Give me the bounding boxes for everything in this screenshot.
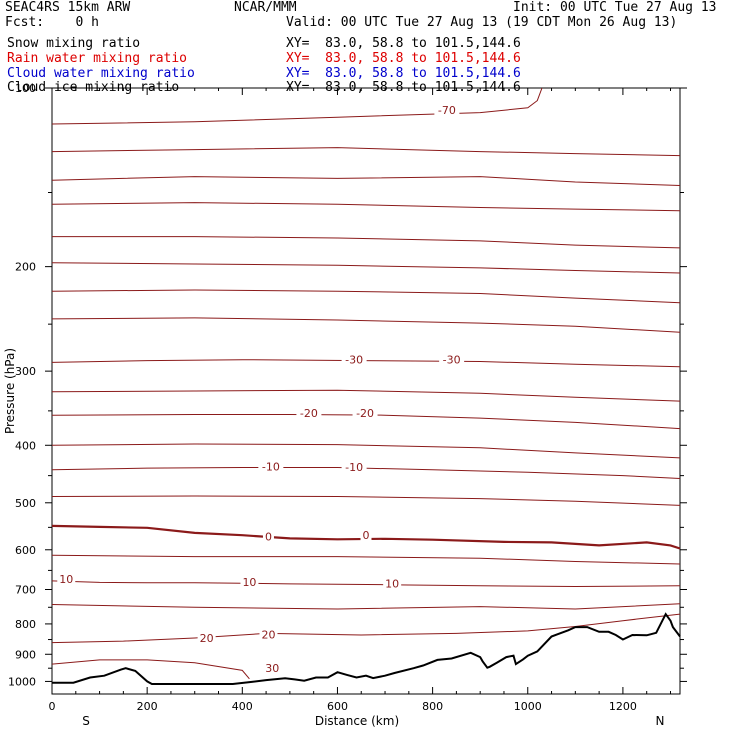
isotherm-line [52,603,680,610]
isotherm-line [52,202,680,212]
isotherm-label-bg [352,406,378,420]
isotherm-label: -20 [300,407,318,420]
isotherm-label-bg [434,103,460,117]
isotherm-label-bg [341,459,367,473]
isotherm-label-bg [341,352,367,366]
y-tick-label: 600 [15,544,36,557]
isotherm-label-bg [262,529,274,543]
isotherm-line [52,580,680,588]
x-tick-label: 800 [422,700,443,713]
isotherm-layer: -70 -30 -30 -20 -20 -10 -10 0 0 10 10 10 20 20 30 [52,88,680,680]
north-end-label: N [656,714,665,728]
x-tick-label: 1000 [514,700,542,713]
isotherm-line [52,262,680,274]
isotherm-label-bg [197,631,216,645]
x-tick-label: 400 [232,700,253,713]
isotherm-line [52,443,680,459]
isotherm-line [52,524,680,550]
valid-time: Valid: 00 UTC Tue 27 Aug 13 (19 CDT Mon … [286,15,678,30]
y-tick-label: 800 [15,618,36,631]
isotherm-label: -30 [443,354,461,367]
legend-xy-cloud-water: XY= 83.0, 58.8 to 101.5,144.6 [286,66,521,81]
legend-xy-rain: XY= 83.0, 58.8 to 101.5,144.6 [286,51,521,66]
y-tick-label: 300 [15,365,36,378]
isotherm-line [52,317,680,333]
forecast-hour: Fcst: 0 h [5,15,99,30]
isotherm-label-bg [296,406,322,420]
x-axis-title: Distance (km) [315,714,399,728]
isotherm-label-bg [383,576,402,590]
x-tick-label: 600 [327,700,348,713]
plot-frame [51,87,681,695]
isotherm-label: -10 [345,461,363,474]
isotherm-line [52,414,680,430]
isotherm-label: -70 [438,104,456,117]
legend-xy-snow: XY= 83.0, 58.8 to 101.5,144.6 [286,36,521,51]
isotherm-line [52,554,680,565]
terrain-line [52,612,681,685]
isotherm-label: 0 [265,531,272,544]
isotherm-label: 10 [385,578,399,591]
isotherm-line [52,88,543,125]
init-label: Init: 00 UTC Tue 27 Aug 13 [513,0,717,15]
isotherm-line [52,467,680,479]
isotherm-label: 30 [265,662,279,675]
y-tick-label: 1000 [8,675,36,688]
isotherm-label: 20 [200,632,214,645]
isotherm-line [52,236,680,249]
y-tick-label: 100 [15,82,36,95]
x-tick-label: 0 [49,700,56,713]
isotherm-label-bg [263,661,282,675]
isotherm-label-bg [259,627,278,641]
isotherm-label-bg [360,528,372,542]
y-tick-label: 500 [15,497,36,510]
isotherm-line [52,659,250,680]
isotherm-label-bg [439,352,465,366]
isotherm-line [52,289,680,304]
y-axis-title: Pressure (hPa) [3,348,17,434]
axis-ticks: 0 200 400 600 800 1000 12001002003004005006007… [8,82,687,713]
legend-label-snow: Snow mixing ratio [7,36,141,51]
isotherm-label-bg [258,459,284,473]
isotherm-label: -10 [262,460,280,473]
isotherm-line [52,495,680,506]
isotherm-label: 0 [363,529,370,542]
isotherm-line [52,389,680,402]
org-label: NCAR/MMM [234,0,297,15]
legend-label-rain: Rain water mixing ratio [7,51,188,66]
isotherm-label: 10 [59,573,73,586]
isotherm-label-bg [57,571,76,585]
south-end-label: S [82,714,90,728]
isotherm-label: -30 [345,354,363,367]
isotherm-label-bg [240,575,259,589]
isotherm-label: -20 [356,407,374,420]
isotherm-line [52,147,680,157]
isotherm-line [52,613,680,644]
isotherm-label: 10 [242,576,256,589]
isotherm-line [52,176,680,186]
legend-label-cloud-water: Cloud water mixing ratio [7,66,195,81]
x-tick-label: 1200 [609,700,637,713]
y-tick-label: 900 [15,648,36,661]
y-tick-label: 400 [15,439,36,452]
y-tick-label: 200 [15,261,36,274]
model-title: SEAC4RS 15km ARW [5,0,131,15]
x-tick-label: 200 [137,700,158,713]
y-tick-label: 700 [15,584,36,597]
terrain-layer [52,612,681,685]
isotherm-label: 20 [261,629,275,642]
